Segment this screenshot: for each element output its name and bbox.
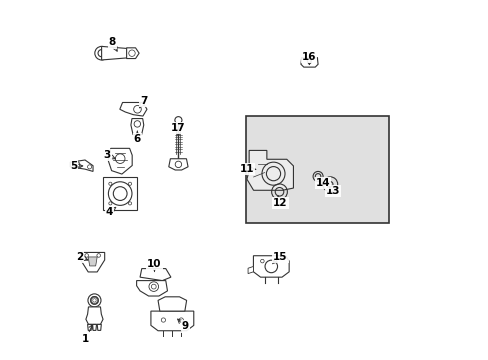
- Bar: [246, 116, 388, 223]
- Polygon shape: [92, 324, 96, 330]
- Polygon shape: [87, 324, 92, 330]
- Text: 5: 5: [70, 161, 82, 171]
- Polygon shape: [97, 324, 101, 330]
- Text: 12: 12: [272, 196, 287, 208]
- Text: 2: 2: [76, 252, 88, 262]
- Polygon shape: [70, 160, 93, 171]
- Polygon shape: [247, 266, 253, 274]
- Polygon shape: [131, 118, 143, 135]
- Polygon shape: [81, 252, 104, 272]
- Polygon shape: [168, 159, 188, 170]
- Polygon shape: [108, 148, 132, 174]
- Polygon shape: [246, 150, 293, 190]
- Polygon shape: [88, 257, 97, 266]
- Text: 15: 15: [272, 252, 287, 264]
- Text: 13: 13: [325, 184, 340, 196]
- Text: 4: 4: [105, 207, 116, 217]
- Text: 8: 8: [108, 37, 117, 51]
- Text: 16: 16: [301, 52, 315, 65]
- Text: 10: 10: [147, 259, 162, 271]
- Text: 1: 1: [82, 325, 93, 344]
- Text: 11: 11: [239, 164, 255, 174]
- Text: 7: 7: [140, 96, 147, 108]
- Text: 9: 9: [177, 319, 189, 332]
- Polygon shape: [140, 269, 171, 280]
- Polygon shape: [151, 311, 193, 331]
- Polygon shape: [253, 256, 288, 277]
- Polygon shape: [136, 280, 167, 296]
- Text: 6: 6: [133, 131, 141, 144]
- Polygon shape: [126, 48, 139, 59]
- Polygon shape: [102, 46, 134, 60]
- Bar: [103, 177, 137, 210]
- Text: 3: 3: [103, 150, 115, 160]
- Polygon shape: [158, 297, 186, 311]
- Polygon shape: [86, 307, 103, 324]
- Text: 17: 17: [171, 123, 185, 136]
- Polygon shape: [120, 103, 147, 116]
- Text: 14: 14: [315, 178, 330, 188]
- Polygon shape: [300, 58, 317, 67]
